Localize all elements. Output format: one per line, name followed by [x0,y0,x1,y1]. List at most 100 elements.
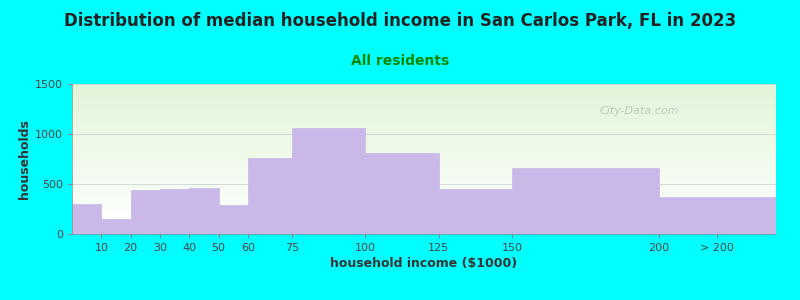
Bar [72,140,776,141]
Bar [72,155,776,156]
Bar [72,191,776,192]
Bar [102,219,130,234]
Bar [72,145,776,146]
Bar [72,93,776,94]
Bar [72,201,776,202]
Bar [72,182,776,183]
Bar [72,229,776,230]
Bar [72,156,776,157]
Bar [72,232,776,233]
Bar [72,167,776,168]
Bar [72,162,776,163]
Bar [72,166,776,167]
Bar [72,103,776,104]
Bar [72,185,776,186]
Bar [72,221,776,222]
Bar [72,223,776,224]
Bar [72,123,776,124]
Bar [292,128,366,234]
Bar [72,129,776,130]
Bar [72,163,776,164]
Bar [72,188,776,189]
Bar [438,188,512,234]
Bar [72,125,776,126]
Bar [72,220,776,221]
Bar [72,152,776,153]
Bar [160,189,190,234]
Bar [72,183,776,184]
Bar [72,119,776,120]
Bar [72,226,776,227]
Bar [72,91,776,92]
Bar [72,161,776,162]
Bar [72,179,776,180]
Bar [72,194,776,195]
Bar [72,95,776,96]
Bar [72,146,776,147]
Bar [72,126,776,127]
Bar [72,148,776,149]
Bar [72,115,776,116]
Bar [72,218,776,219]
Bar [72,144,776,145]
Bar [72,205,776,206]
Bar [72,197,776,198]
Bar [72,128,776,129]
Bar [72,225,776,226]
Bar [72,96,776,97]
Bar [72,150,776,151]
Bar [72,153,776,154]
Bar [72,157,776,158]
Bar [72,175,776,176]
Bar [72,86,776,87]
Bar [72,147,776,148]
Bar [72,130,776,131]
Bar [72,135,776,136]
Bar [72,122,776,123]
Bar [72,198,776,199]
Bar [72,108,776,109]
Bar [72,141,776,142]
Bar [72,215,776,216]
Bar [72,85,776,86]
Bar [72,172,776,173]
Bar [72,171,776,172]
Bar [72,231,776,232]
Bar [72,154,776,155]
Bar [72,222,776,223]
Bar [72,94,776,95]
X-axis label: household income ($1000): household income ($1000) [330,257,518,270]
Bar [72,99,776,100]
Bar [72,100,776,101]
Bar [72,124,776,125]
Bar [72,151,776,152]
Bar [72,230,776,231]
Bar [72,165,776,166]
Bar [72,132,776,133]
Bar [72,92,776,93]
Bar [72,192,776,193]
Bar [366,153,438,234]
Bar [72,109,776,110]
Y-axis label: households: households [18,119,31,199]
Bar [72,112,776,113]
Bar [72,143,776,144]
Bar [72,136,776,137]
Bar [72,227,776,228]
Bar [130,190,160,234]
Bar [72,111,776,112]
Bar [218,205,248,234]
Bar [72,180,776,181]
Text: Distribution of median household income in San Carlos Park, FL in 2023: Distribution of median household income … [64,12,736,30]
Bar [72,173,776,174]
Bar [72,159,776,160]
Bar [72,164,776,165]
Bar [72,187,776,188]
Bar [72,168,776,169]
Bar [72,195,776,196]
Bar [72,176,776,177]
Bar [72,120,776,121]
Bar [72,193,776,194]
Bar [72,84,776,85]
Bar [72,189,776,190]
